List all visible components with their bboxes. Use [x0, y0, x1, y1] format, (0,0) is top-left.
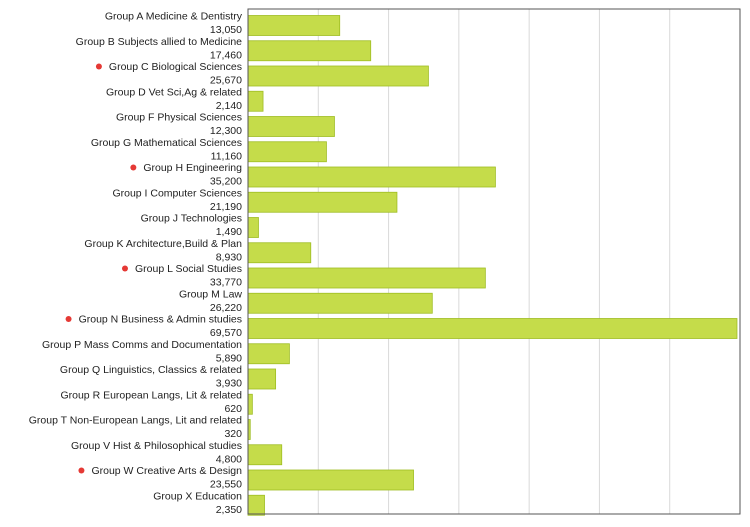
bar: [247, 90, 264, 112]
category-label: Group L Social Studies: [135, 263, 242, 275]
category-label: Group V Hist & Philosophical studies: [71, 440, 242, 452]
bar: [247, 318, 738, 339]
bar: [247, 368, 277, 390]
value-label: 33,770: [210, 277, 242, 289]
bars: [247, 15, 738, 516]
category-label: Group X Education: [153, 490, 242, 502]
category-label: Group Q Linguistics, Classics & related: [60, 364, 242, 376]
value-label: 69,570: [210, 327, 242, 339]
highlight-marker: [130, 164, 137, 171]
category-label: Group G Mathematical Sciences: [91, 137, 242, 149]
highlight-marker: [95, 63, 102, 70]
category-label: Group B Subjects allied to Medicine: [76, 36, 242, 48]
value-label: 23,550: [210, 479, 242, 491]
value-label: 35,200: [210, 176, 242, 188]
bar: [247, 393, 253, 415]
bar: [247, 292, 433, 314]
value-label: 25,670: [210, 75, 242, 87]
plot-frame: [247, 8, 741, 515]
category-label: Group R European Langs, Lit & related: [60, 389, 242, 401]
value-label: 11,160: [211, 150, 242, 162]
value-label: 26,220: [210, 302, 242, 314]
bar: [247, 469, 414, 491]
bar: [247, 15, 341, 36]
value-label: 13,050: [210, 24, 242, 36]
category-label: Group F Physical Sciences: [116, 112, 242, 124]
highlight-marker: [65, 316, 72, 322]
value-label: 4,800: [216, 453, 242, 465]
category-label: Group C Biological Sciences: [109, 61, 242, 73]
bar: [247, 242, 312, 264]
highlight-marker: [78, 467, 85, 474]
value-label: 8,930: [216, 251, 242, 263]
category-label: Group K Architecture,Build & Plan: [84, 238, 242, 250]
value-label: 12,300: [210, 125, 242, 137]
category-label: Group D Vet Sci,Ag & related: [106, 86, 242, 98]
value-label: 17,460: [210, 49, 242, 61]
value-label: 1,490: [216, 226, 242, 238]
category-label: Group T Non-European Langs, Lit and rela…: [29, 415, 242, 427]
category-label: Group A Medicine & Dentistry: [105, 11, 243, 23]
value-label: 5,890: [216, 352, 242, 364]
category-label: Group N Business & Admin studies: [79, 314, 242, 326]
gridlines: [317, 9, 671, 514]
bar: [247, 191, 398, 213]
bar: [247, 494, 265, 516]
value-label: 2,350: [216, 504, 242, 516]
value-label: 2,140: [216, 100, 242, 112]
bar: [247, 166, 496, 188]
value-label: 620: [224, 403, 242, 415]
category-label: Group H Engineering: [143, 162, 242, 174]
category-label: Group J Technologies: [141, 213, 242, 225]
bar: [247, 116, 335, 137]
bar: [247, 267, 486, 289]
value-label: 21,190: [210, 201, 242, 213]
bar: [247, 444, 283, 466]
value-label: 320: [224, 428, 242, 440]
bar: [247, 141, 327, 163]
value-label: 3,930: [216, 378, 242, 390]
highlight-marker: [121, 265, 128, 272]
category-labels: Group A Medicine & Dentistry13,050Group …: [29, 11, 243, 516]
category-label: Group P Mass Comms and Documentation: [42, 339, 242, 351]
category-label: Group M Law: [179, 288, 242, 300]
category-label: Group W Creative Arts & Design: [91, 465, 242, 477]
category-label: Group I Computer Sciences: [112, 187, 242, 199]
bar: [247, 343, 290, 365]
bar: [247, 65, 429, 87]
bar: [247, 217, 259, 238]
bar: [247, 40, 372, 62]
